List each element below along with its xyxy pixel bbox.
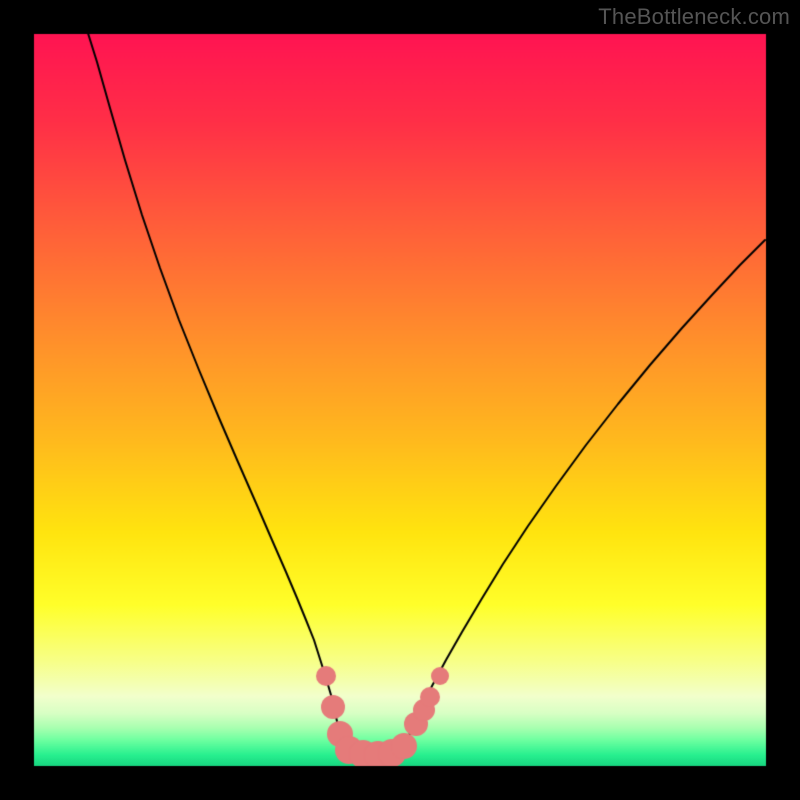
bottleneck-chart-canvas: [0, 0, 800, 800]
chart-container: TheBottleneck.com: [0, 0, 800, 800]
